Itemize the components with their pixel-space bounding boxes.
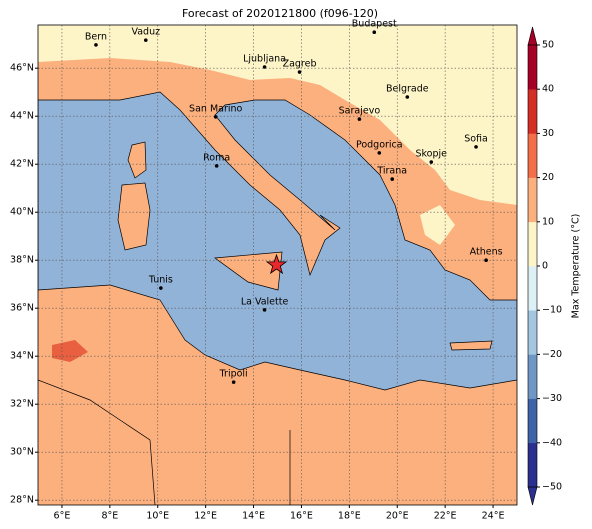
corsica xyxy=(127,141,147,179)
city-label: Podgorica xyxy=(356,139,403,150)
colorbar-tick-label: −20 xyxy=(542,349,562,360)
city-label: Tirana xyxy=(376,166,407,177)
x-tick-label: 18°E xyxy=(338,511,361,522)
y-tick-label: 32°N xyxy=(10,399,34,410)
y-tick-label: 38°N xyxy=(10,255,34,266)
colorbar-band xyxy=(528,398,537,444)
city-dot xyxy=(262,65,267,69)
y-tick-label: 46°N xyxy=(10,63,34,74)
y-tick-label: 36°N xyxy=(10,303,34,314)
colorbar-band xyxy=(528,221,537,267)
colorbar-band xyxy=(528,45,537,90)
city-label: Bern xyxy=(85,31,107,42)
cool-land xyxy=(38,25,517,205)
city-label: Belgrade xyxy=(386,84,429,95)
colorbar-extend-bottom xyxy=(527,486,538,506)
city-label: San Marino xyxy=(189,103,242,114)
crete xyxy=(449,340,493,351)
city-label: Athens xyxy=(470,247,503,258)
axes: 6°E 8°E 10°E 12°E 14°E 16°E 18°E 20°E 22°E 24°E 28… xyxy=(10,25,517,522)
x-tick-label: 22°E xyxy=(434,511,457,522)
location-star xyxy=(265,253,288,275)
colorbar-tick-label: 10 xyxy=(542,216,554,227)
city-dot xyxy=(143,38,148,42)
city-label: Skopje xyxy=(415,149,447,160)
y-tick-label: 28°N xyxy=(10,495,34,506)
colorbar-band xyxy=(528,442,537,488)
city-dot xyxy=(297,70,302,74)
x-tick-label: 20°E xyxy=(386,511,409,522)
colorbar-tick-label: 50 xyxy=(542,40,554,51)
city-label: Vaduz xyxy=(131,27,160,38)
city-dot xyxy=(484,258,488,263)
colorbar-label: Max Temperature (°C) xyxy=(571,214,582,319)
colorbar-extend-top xyxy=(527,26,538,46)
map-frame xyxy=(37,24,518,506)
colorbar-tick-label: 40 xyxy=(542,84,554,95)
colorbar-band xyxy=(528,266,537,311)
city-label: Ljubljana xyxy=(243,54,286,65)
city-dot xyxy=(390,177,395,181)
city-dot xyxy=(474,145,478,149)
y-tick-label: 44°N xyxy=(10,111,34,122)
colorbar-band xyxy=(528,89,537,134)
cool-land xyxy=(420,205,455,245)
colorbar-tick-label: −10 xyxy=(542,305,562,316)
city-dot xyxy=(357,117,362,121)
x-tick-label: 14°E xyxy=(242,511,265,522)
city-dot xyxy=(231,380,236,384)
colorbar-band xyxy=(528,354,537,399)
city-dot xyxy=(372,30,377,34)
x-tick-label: 6°E xyxy=(54,511,71,522)
city-dot xyxy=(262,308,267,312)
city-label: Zagreb xyxy=(283,59,317,70)
title: Forecast of 2020121800 (f096-120) xyxy=(182,7,378,20)
hot-patch xyxy=(52,340,88,362)
city-dot xyxy=(377,151,382,155)
colorbar-tick-label: −30 xyxy=(542,393,562,404)
sicily xyxy=(214,251,283,291)
colorbar-tick-label: −50 xyxy=(542,482,562,493)
city-label: Sofia xyxy=(464,133,488,144)
city-dot xyxy=(213,115,218,119)
colorbar-band xyxy=(528,177,537,223)
city-label: Roma xyxy=(203,152,230,163)
city-label: Tripoli xyxy=(219,369,248,380)
border xyxy=(38,379,156,505)
colorbar-tick-label: −40 xyxy=(542,437,562,448)
x-tick-label: 16°E xyxy=(290,511,313,522)
y-tick-label: 30°N xyxy=(10,447,34,458)
y-tick-label: 34°N xyxy=(10,351,34,362)
city-label: La Valette xyxy=(241,296,289,307)
y-tick-label: 40°N xyxy=(10,207,34,218)
colorbar-band xyxy=(528,310,537,355)
city-label: Sarajevo xyxy=(339,106,381,117)
colorbar-tick-label: 30 xyxy=(542,128,554,139)
x-tick-label: 24°E xyxy=(482,511,505,522)
x-tick-label: 12°E xyxy=(194,511,217,522)
colorbar-tick-label: 0 xyxy=(542,261,548,272)
city-label: Budapest xyxy=(352,19,397,30)
y-tick-label: 42°N xyxy=(10,159,34,170)
city-label: Tunis xyxy=(148,275,173,286)
city-dot xyxy=(214,164,219,168)
city-dot xyxy=(405,95,410,99)
x-tick-label: 10°E xyxy=(146,511,169,522)
sardinia xyxy=(117,182,151,251)
city-dot xyxy=(159,286,163,290)
x-tick-label: 8°E xyxy=(101,511,118,522)
colorbar-band xyxy=(528,133,537,178)
city-dot xyxy=(94,43,98,47)
city-dot xyxy=(429,160,434,164)
colorbar-tick-label: 20 xyxy=(542,172,554,183)
